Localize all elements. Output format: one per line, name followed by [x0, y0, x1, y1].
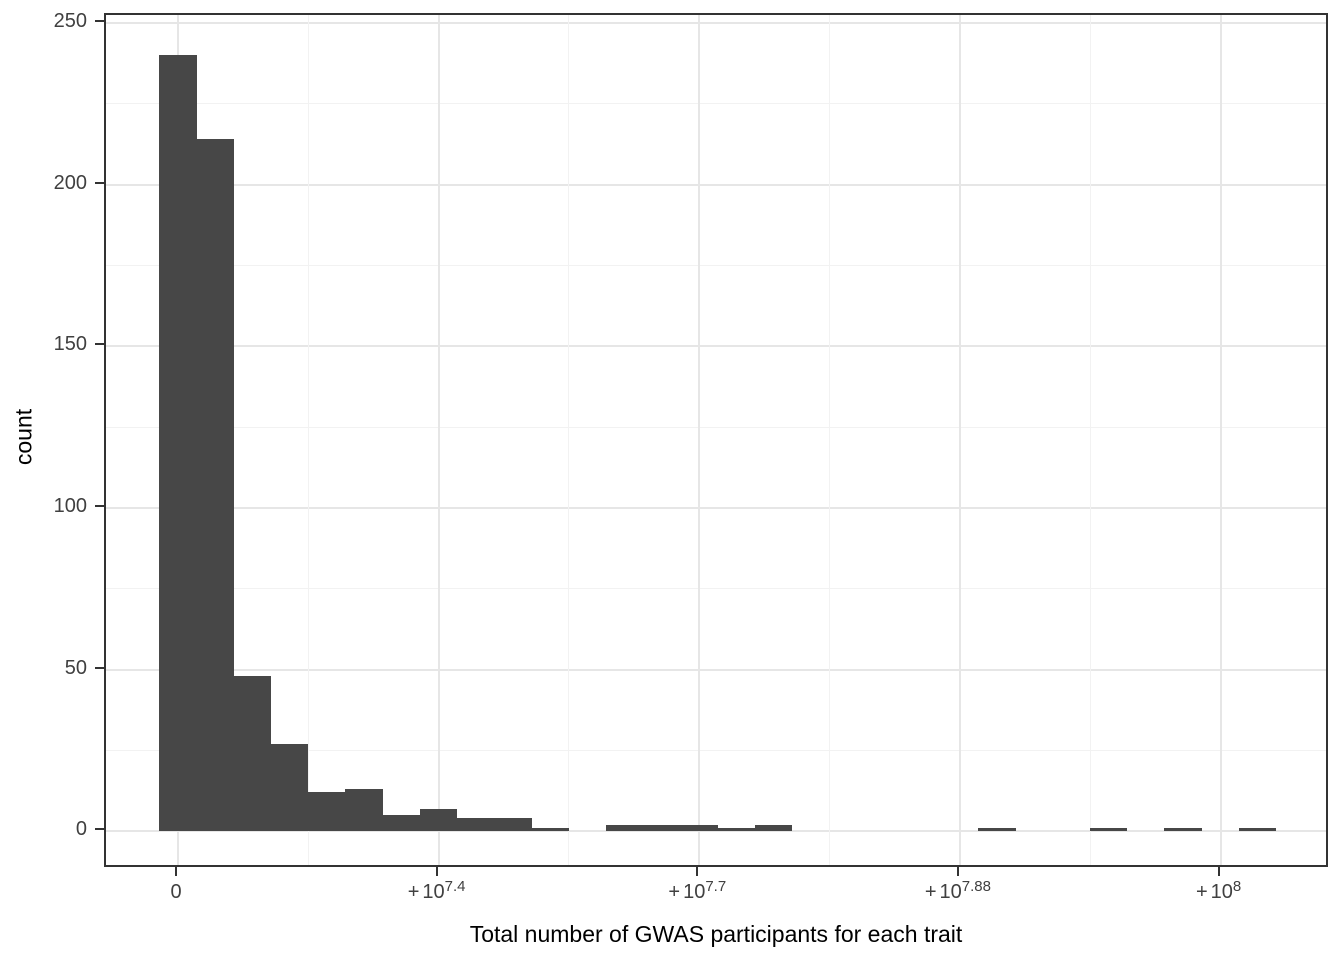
tick-exponent: 7.88	[961, 878, 991, 895]
minor-gridline-vertical	[1089, 15, 1091, 865]
plus-sign: +	[668, 881, 681, 903]
histogram-bar	[307, 792, 346, 832]
minor-gridline-horizontal	[106, 264, 1326, 266]
major-gridline-horizontal	[106, 345, 1326, 348]
minor-gridline-horizontal	[106, 749, 1326, 751]
x-axis-tick	[1217, 867, 1220, 876]
histogram-bar	[1089, 828, 1128, 832]
major-gridline-vertical	[958, 15, 961, 865]
x-tick-label: +107.88	[888, 878, 1028, 904]
minor-gridline-horizontal	[106, 426, 1326, 428]
major-gridline-vertical	[437, 15, 440, 865]
minor-gridline-horizontal	[106, 588, 1326, 590]
y-tick-label: 250	[53, 9, 87, 32]
histogram-bar	[270, 743, 309, 832]
tick-base: 10	[422, 881, 445, 903]
histogram-bar	[1238, 828, 1277, 832]
histogram-bar	[494, 818, 532, 832]
major-gridline-horizontal	[106, 830, 1326, 833]
histogram-bar	[531, 828, 569, 832]
major-gridline-horizontal	[106, 668, 1326, 671]
histogram-bar	[196, 139, 234, 832]
y-axis-tick	[95, 504, 104, 507]
x-tick-label: +108	[1149, 878, 1289, 904]
histogram-bar	[1164, 828, 1202, 832]
histogram-bar	[978, 828, 1016, 832]
y-axis-tick	[95, 19, 104, 22]
plus-sign: +	[1195, 881, 1208, 903]
x-axis-tick	[175, 867, 177, 876]
y-tick-label: 50	[64, 656, 87, 679]
y-axis-tick	[95, 181, 104, 184]
minor-gridline-vertical	[829, 15, 831, 865]
y-tick-label: 0	[75, 818, 87, 841]
histogram-bar	[419, 808, 458, 832]
tick-exponent: 7.7	[705, 878, 727, 895]
histogram-bar	[605, 824, 644, 832]
major-gridline-vertical	[1219, 15, 1222, 865]
tick-base: 10	[683, 881, 706, 903]
major-gridline-vertical	[698, 15, 701, 865]
plot-panel	[104, 13, 1328, 867]
major-gridline-horizontal	[106, 506, 1326, 509]
histogram-bar	[642, 824, 681, 832]
x-axis-tick	[956, 867, 959, 876]
y-axis-tick	[95, 343, 104, 346]
y-tick-label: 150	[53, 333, 87, 356]
tick-base: 10	[939, 881, 962, 903]
histogram-bar	[382, 815, 420, 832]
x-axis-tick	[696, 867, 699, 876]
minor-gridline-horizontal	[106, 103, 1326, 105]
x-tick-label: +107.7	[627, 878, 767, 904]
minor-gridline-vertical	[568, 15, 570, 865]
plus-sign: +	[407, 881, 420, 903]
histogram-bar	[159, 55, 197, 832]
tick-exponent: 8	[1232, 878, 1242, 895]
histogram-bar	[754, 824, 793, 832]
x-tick-label: 0	[170, 881, 182, 903]
y-axis-tick	[95, 666, 104, 669]
histogram-bar	[233, 676, 272, 832]
x-tick-label: +107.4	[367, 878, 507, 904]
plus-sign: +	[924, 881, 937, 903]
y-axis-title: count	[10, 408, 37, 466]
histogram-bar	[717, 828, 756, 832]
tick-exponent: 7.4	[444, 878, 466, 895]
y-axis-tick	[95, 828, 104, 831]
major-gridline-horizontal	[106, 183, 1326, 186]
tick-base: 10	[1210, 881, 1233, 903]
histogram-bar	[345, 789, 383, 832]
x-axis-title: Total number of GWAS participants for ea…	[469, 921, 963, 947]
histogram-bar	[456, 818, 495, 832]
histogram-bar	[680, 824, 718, 832]
y-tick-label: 100	[53, 494, 87, 517]
x-axis-tick	[435, 867, 438, 876]
minor-gridline-vertical	[307, 15, 309, 865]
major-gridline-horizontal	[106, 21, 1326, 24]
y-tick-label: 200	[53, 171, 87, 194]
